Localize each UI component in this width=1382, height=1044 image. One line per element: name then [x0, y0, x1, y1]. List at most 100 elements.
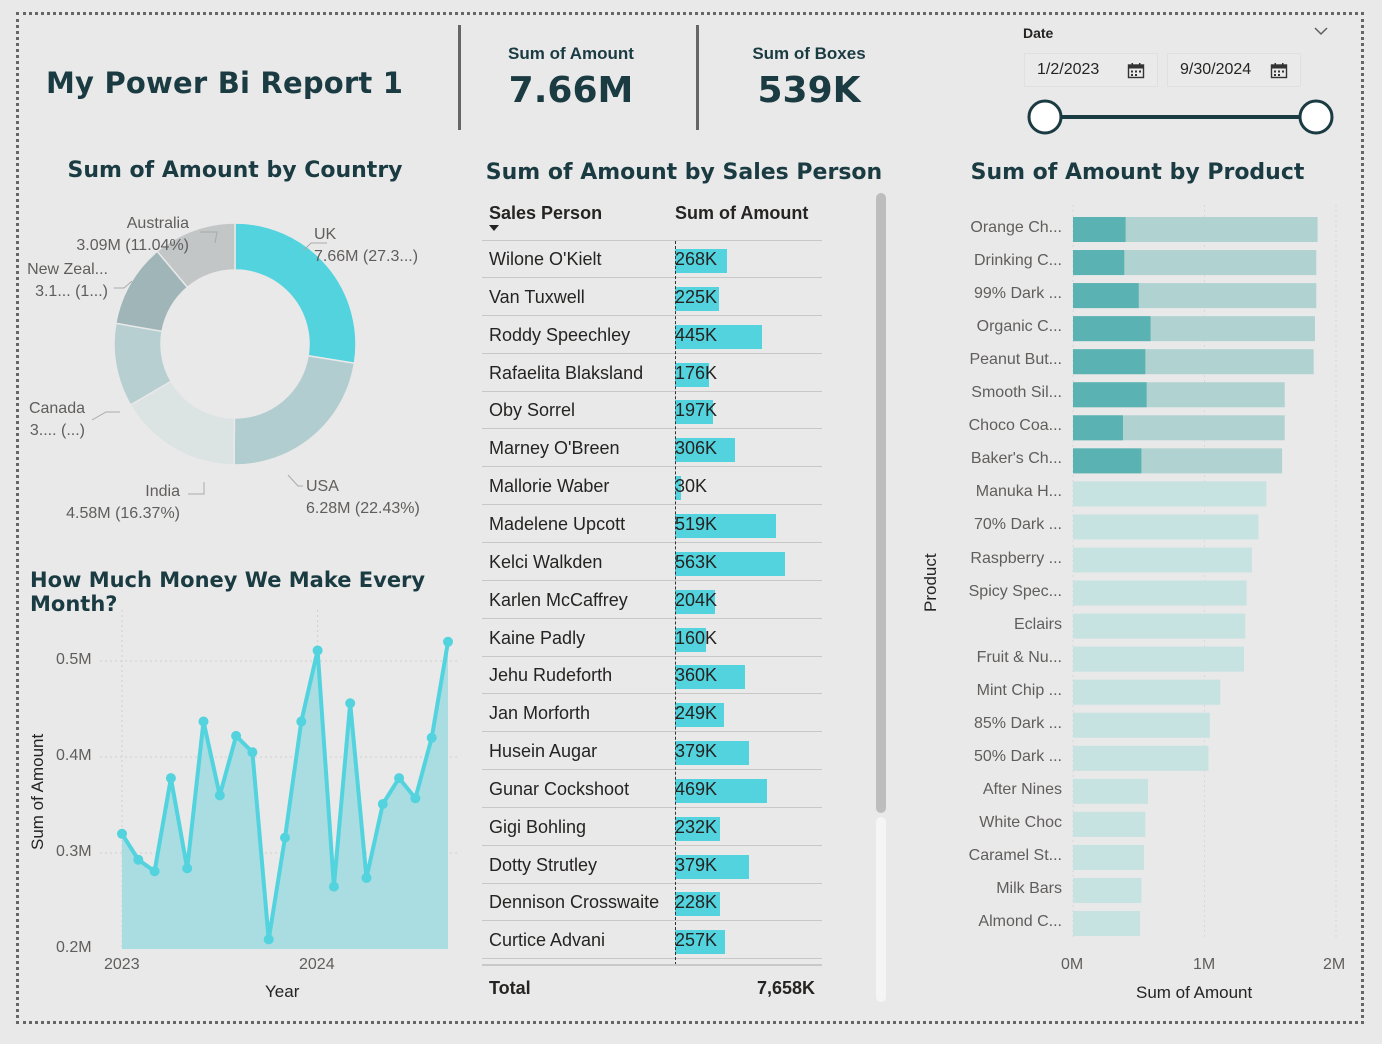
- product-bar[interactable]: [1073, 613, 1246, 639]
- amount-value: 360K: [675, 665, 718, 686]
- product-bar[interactable]: [1073, 778, 1148, 804]
- product-bar[interactable]: [1073, 844, 1145, 870]
- product-bar[interactable]: [1073, 712, 1210, 738]
- data-point[interactable]: [263, 934, 274, 945]
- column-header-sum-of-amount[interactable]: Sum of Amount: [675, 203, 809, 223]
- data-point[interactable]: [377, 799, 388, 810]
- table-row[interactable]: Dennison Crosswaite 228K: [482, 884, 822, 922]
- product-bar[interactable]: [1073, 745, 1209, 771]
- product-bar-highlight[interactable]: [1073, 349, 1146, 375]
- product-bar[interactable]: [1073, 911, 1141, 937]
- month-area-chart[interactable]: [100, 600, 470, 960]
- table-row[interactable]: Wilone O'Kielt 268K: [482, 241, 822, 278]
- product-label: Mint Chip ...: [976, 681, 1062, 699]
- product-bar-highlight[interactable]: [1073, 283, 1139, 309]
- table-row[interactable]: Jan Morforth 249K: [482, 695, 822, 733]
- table-row[interactable]: Kelci Walkden 563K: [482, 544, 822, 581]
- data-point[interactable]: [280, 832, 290, 843]
- data-point[interactable]: [198, 716, 209, 727]
- x-tick: 1M: [1193, 956, 1216, 973]
- data-point[interactable]: [312, 645, 323, 656]
- product-bar-highlight[interactable]: [1073, 415, 1123, 441]
- data-point[interactable]: [394, 773, 405, 784]
- table-row[interactable]: Gigi Bohling 232K: [482, 809, 822, 846]
- table-row[interactable]: Karlen McCaffrey 204K: [482, 582, 822, 619]
- amount-value: 306K: [675, 438, 718, 459]
- table-row[interactable]: Oby Sorrel 197K: [482, 392, 822, 430]
- donut-slice-usa[interactable]: [233, 354, 356, 466]
- data-point[interactable]: [149, 866, 160, 877]
- data-point[interactable]: [296, 716, 307, 727]
- data-point[interactable]: [133, 854, 144, 865]
- table-row[interactable]: Marney O'Breen 306K: [482, 430, 822, 468]
- product-label: Spicy Spec...: [968, 582, 1062, 600]
- data-point[interactable]: [426, 732, 437, 743]
- product-bar[interactable]: [1073, 646, 1244, 672]
- table-row[interactable]: Gunar Cockshoot 469K: [482, 771, 822, 808]
- data-point[interactable]: [165, 773, 176, 784]
- sort-descending-icon[interactable]: [488, 224, 500, 232]
- table-row[interactable]: Roddy Speechley 445K: [482, 317, 822, 354]
- table-row[interactable]: Kaine Padly 160K: [482, 620, 822, 657]
- data-points[interactable]: [117, 636, 453, 945]
- product-bar[interactable]: [1073, 547, 1252, 573]
- amount-data-bar: [675, 513, 777, 538]
- product-bar[interactable]: [1073, 481, 1267, 507]
- data-point[interactable]: [247, 747, 258, 758]
- slider-end-handle[interactable]: [1298, 99, 1334, 135]
- donut-slices[interactable]: [113, 222, 357, 466]
- product-bar-highlight[interactable]: [1073, 382, 1147, 408]
- product-bar-highlight[interactable]: [1073, 217, 1126, 242]
- sales-person-name: Kaine Padly: [489, 627, 586, 648]
- table-row[interactable]: Dotty Strutley 379K: [482, 847, 822, 884]
- data-point[interactable]: [361, 872, 372, 883]
- amount-value: 519K: [675, 513, 718, 534]
- date-start-input[interactable]: 1/2/2023: [1024, 53, 1158, 87]
- data-point[interactable]: [231, 730, 242, 741]
- donut-slice-uk[interactable]: [234, 222, 357, 365]
- product-bar[interactable]: [1073, 878, 1142, 903]
- data-point[interactable]: [214, 790, 225, 801]
- product-bar[interactable]: [1073, 679, 1221, 705]
- amount-data-bar: [675, 438, 735, 463]
- table-scrollbar-track[interactable]: [875, 193, 887, 1003]
- data-point[interactable]: [410, 793, 421, 804]
- card-sum-of-amount[interactable]: Sum of Amount 7.66M: [451, 44, 691, 111]
- date-range-slider[interactable]: [1020, 96, 1340, 140]
- calendar-icon[interactable]: [1127, 62, 1145, 79]
- date-end-input[interactable]: 9/30/2024: [1167, 53, 1301, 87]
- table-row[interactable]: Madelene Upcott 519K: [482, 506, 822, 543]
- column-header-sales-person[interactable]: Sales Person: [489, 203, 603, 223]
- data-point[interactable]: [182, 863, 193, 874]
- product-bar-highlight[interactable]: [1073, 250, 1125, 276]
- card-sum-of-boxes[interactable]: Sum of Boxes 539K: [689, 44, 929, 111]
- table-row[interactable]: Curtice Advani 257K: [482, 922, 822, 960]
- calendar-icon[interactable]: [1270, 62, 1288, 79]
- product-bar[interactable]: [1073, 514, 1259, 540]
- table-row[interactable]: Van Tuxwell 225K: [482, 279, 822, 316]
- product-bars[interactable]: [1073, 217, 1318, 937]
- country-donut-chart[interactable]: [20, 200, 460, 540]
- slider-start-handle[interactable]: [1027, 99, 1063, 135]
- product-bar-highlight[interactable]: [1073, 448, 1142, 474]
- table-row[interactable]: Husein Augar 379K: [482, 733, 822, 771]
- product-label: 50% Dark ...: [973, 747, 1062, 765]
- table-row[interactable]: Mallorie Waber 30K: [482, 468, 822, 506]
- table-row[interactable]: Jehu Rudeforth 360K: [482, 657, 822, 695]
- table-row[interactable]: Rafaelita Blaksland 176K: [482, 355, 822, 392]
- chevron-down-icon[interactable]: [1312, 24, 1330, 38]
- leader-line-nz: [114, 280, 133, 289]
- amount-data-bar: [675, 362, 710, 387]
- product-bar[interactable]: [1073, 580, 1247, 606]
- data-point[interactable]: [345, 698, 356, 709]
- data-point[interactable]: [117, 828, 127, 839]
- data-point[interactable]: [328, 881, 339, 892]
- product-bar-highlight[interactable]: [1073, 316, 1151, 342]
- data-point[interactable]: [443, 636, 453, 647]
- table-scrollbar-thumb[interactable]: [876, 193, 886, 813]
- product-bar[interactable]: [1073, 811, 1146, 837]
- product-bar-chart[interactable]: [1070, 205, 1360, 955]
- donut-label-canada: Canada 3.... (...): [28, 400, 85, 439]
- sales-person-name: Jan Morforth: [489, 703, 591, 724]
- sales-person-name: Wilone O'Kielt: [489, 249, 602, 269]
